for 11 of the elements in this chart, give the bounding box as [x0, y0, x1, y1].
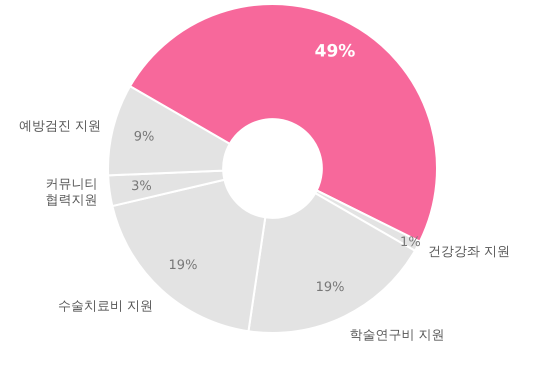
data-label: 19%	[168, 258, 198, 274]
slice-label: 학술연구비 지원	[349, 328, 444, 343]
data-label: 3%	[131, 178, 152, 194]
data-label: 1%	[400, 234, 421, 250]
data-label: 49%	[314, 41, 356, 62]
slice-label: 예방검진 지원	[18, 118, 102, 134]
slice-label: 커뮤니티 협력지원	[46, 176, 98, 208]
data-label: 19%	[316, 280, 345, 295]
slice-label: 수술치료비 지원	[58, 298, 154, 314]
slice-label: 건강강좌 지원	[428, 244, 510, 260]
data-label: 9%	[134, 129, 154, 144]
